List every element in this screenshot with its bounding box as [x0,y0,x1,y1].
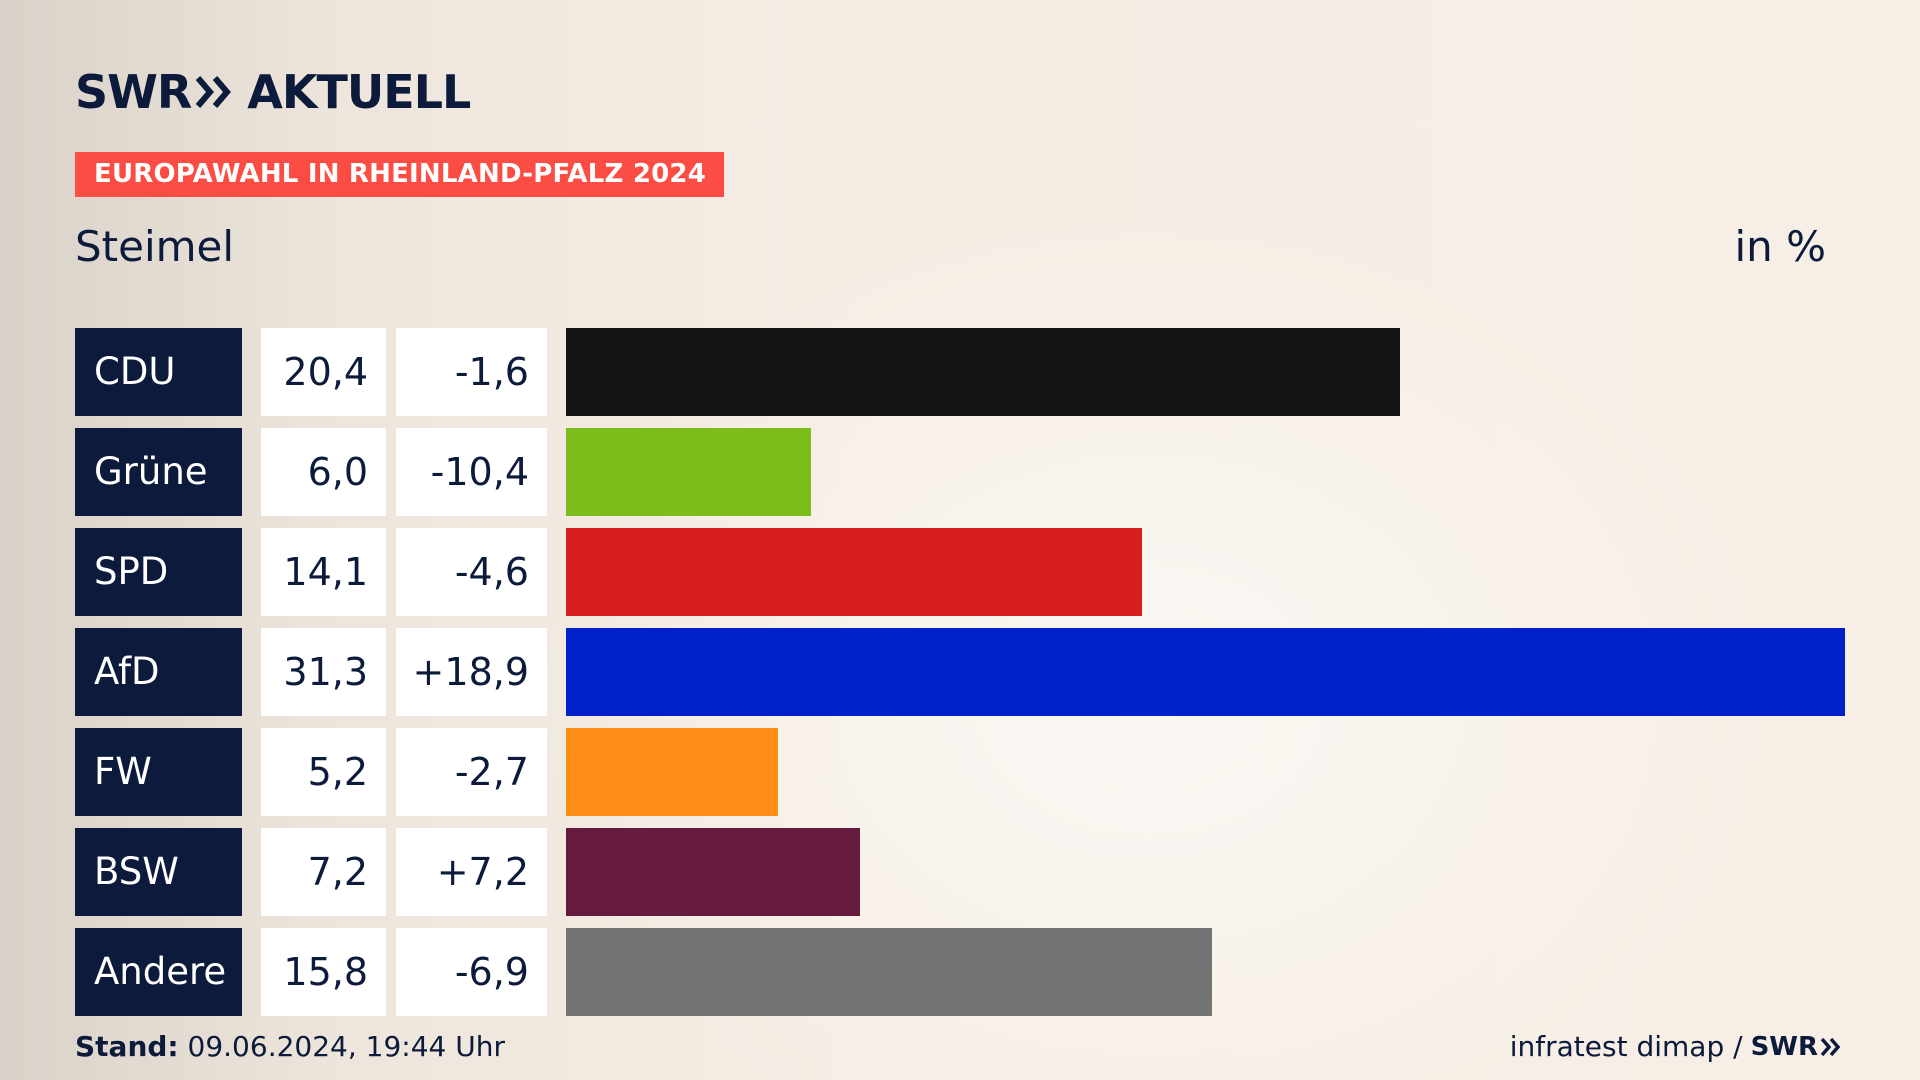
vote-change-value: -4,6 [396,528,547,616]
result-row: SPD 14,1 -4,6 [75,528,1845,616]
vote-share-value: 5,2 [261,728,386,816]
party-label: SPD [75,528,242,616]
stand-value: 09.06.2024, 19:44 Uhr [187,1030,505,1063]
vote-share-value: 15,8 [261,928,386,1016]
logo-brand-left: SWR [75,65,192,119]
party-label: Grüne [75,428,242,516]
vote-change-value: +7,2 [396,828,547,916]
result-bar [566,528,1142,616]
result-row: FW 5,2 -2,7 [75,728,1845,816]
result-row: Grüne 6,0 -10,4 [75,428,1845,516]
result-bar [566,628,1845,716]
vote-share-value: 7,2 [261,828,386,916]
result-bar [566,728,778,816]
source-brand: SWR [1751,1032,1842,1062]
vote-change-value: -2,7 [396,728,547,816]
unit-label: in % [1734,222,1826,271]
stand-label: Stand: [75,1030,179,1063]
timestamp: Stand: 09.06.2024, 19:44 Uhr [75,1030,505,1063]
result-bar [566,828,860,916]
source-text: infratest dimap / [1509,1030,1743,1063]
chart-title: Steimel [75,222,235,271]
party-label: Andere [75,928,242,1016]
vote-share-value: 14,1 [261,528,386,616]
result-row: AfD 31,3 +18,9 [75,628,1845,716]
party-label: BSW [75,828,242,916]
logo-brand-right: AKTUELL [247,65,471,119]
result-row: BSW 7,2 +7,2 [75,828,1845,916]
vote-change-value: -10,4 [396,428,547,516]
source-credit: infratest dimap / SWR [1510,1030,1842,1063]
result-bar [566,328,1400,416]
vote-change-value: -6,9 [396,928,547,1016]
party-label: FW [75,728,242,816]
result-bar [566,928,1212,1016]
double-chevron-right-icon [196,76,232,108]
vote-change-value: -1,6 [396,328,547,416]
vote-share-value: 6,0 [261,428,386,516]
vote-change-value: +18,9 [396,628,547,716]
election-banner: EUROPAWAHL IN RHEINLAND-PFALZ 2024 [75,152,724,197]
result-row: CDU 20,4 -1,6 [75,328,1845,416]
result-bar [566,428,811,516]
double-chevron-right-icon [1820,1037,1841,1056]
source-brand-label: SWR [1750,1031,1818,1062]
vote-share-value: 20,4 [261,328,386,416]
party-label: AfD [75,628,242,716]
vote-share-value: 31,3 [261,628,386,716]
swr-aktuell-logo: SWR AKTUELL [75,65,471,119]
party-label: CDU [75,328,242,416]
result-row: Andere 15,8 -6,9 [75,928,1845,1016]
